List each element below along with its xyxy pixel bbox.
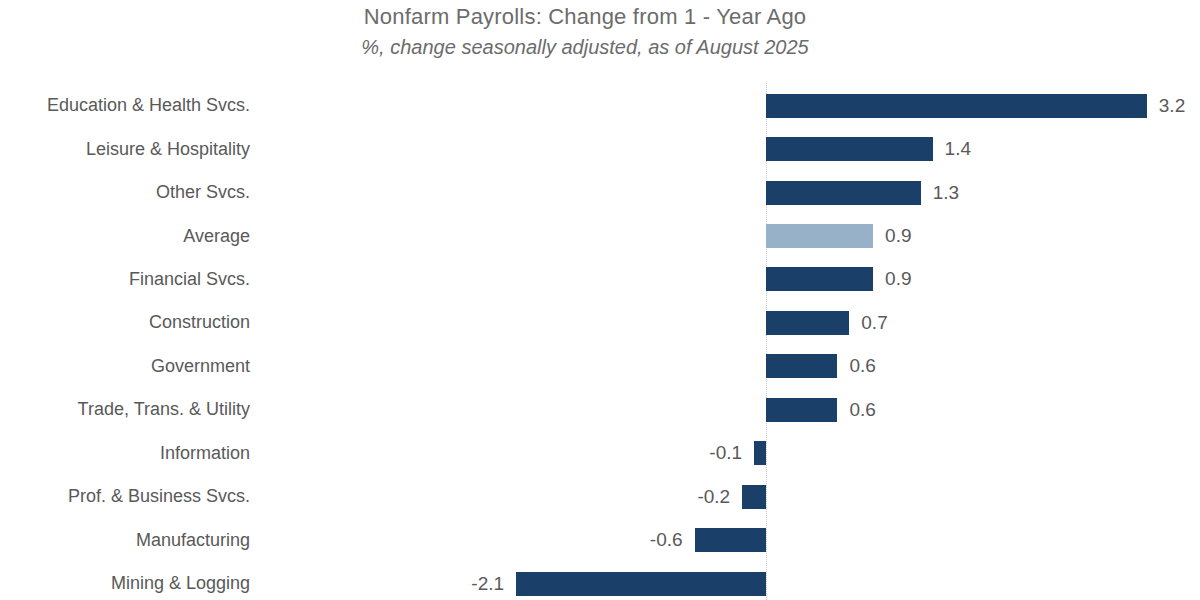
value-label: -2.1 [471, 572, 504, 594]
category-label: Leisure & Hospitality [0, 139, 258, 160]
plot-area: 1.4 [258, 127, 1200, 170]
value-label: 0.6 [849, 398, 875, 420]
bar [742, 485, 766, 509]
bar [766, 181, 921, 205]
category-label: Trade, Trans. & Utility [0, 399, 258, 420]
chart-row: Leisure & Hospitality 1.4 [0, 127, 1200, 170]
chart-row: Trade, Trans. & Utility 0.6 [0, 388, 1200, 431]
chart-header: Nonfarm Payrolls: Change from 1 - Year A… [0, 3, 1170, 60]
category-label: Average [0, 226, 258, 247]
chart-row: Construction 0.7 [0, 301, 1200, 344]
category-label: Government [0, 356, 258, 377]
value-label: -0.6 [650, 529, 683, 551]
plot-area: 0.6 [258, 388, 1200, 431]
category-label: Information [0, 443, 258, 464]
nonfarm-payrolls-chart: Nonfarm Payrolls: Change from 1 - Year A… [0, 0, 1200, 600]
value-label: 3.2 [1159, 94, 1185, 116]
bar-highlight [766, 224, 873, 248]
plot-area: 0.7 [258, 301, 1200, 344]
plot-area: 0.6 [258, 345, 1200, 388]
plot-area: -0.1 [258, 432, 1200, 475]
bar [766, 267, 873, 291]
bar [516, 572, 766, 596]
plot-area: 0.9 [258, 258, 1200, 301]
category-label: Education & Health Svcs. [0, 95, 258, 116]
chart-row: Manufacturing -0.6 [0, 518, 1200, 561]
value-label: 0.6 [849, 355, 875, 377]
plot-area: 3.2 [258, 84, 1200, 127]
plot-area: -0.6 [258, 518, 1200, 561]
bar [766, 398, 837, 422]
bar [754, 441, 766, 465]
value-label: 1.4 [945, 138, 971, 160]
category-label: Other Svcs. [0, 182, 258, 203]
chart-row: Prof. & Business Svcs. -0.2 [0, 475, 1200, 518]
value-label: 0.9 [885, 268, 911, 290]
category-label: Construction [0, 312, 258, 333]
bar [695, 528, 766, 552]
chart-row: Average 0.9 [0, 214, 1200, 257]
value-label: -0.2 [697, 485, 730, 507]
plot-area: -0.2 [258, 475, 1200, 518]
category-label: Manufacturing [0, 530, 258, 551]
chart-title: Nonfarm Payrolls: Change from 1 - Year A… [0, 3, 1170, 31]
category-label: Mining & Logging [0, 573, 258, 594]
chart-row: Information -0.1 [0, 432, 1200, 475]
chart-row: Financial Svcs. 0.9 [0, 258, 1200, 301]
bar [766, 311, 849, 335]
chart-row: Other Svcs. 1.3 [0, 171, 1200, 214]
value-label: 0.9 [885, 225, 911, 247]
value-label: 0.7 [861, 311, 887, 333]
value-label: 1.3 [933, 181, 959, 203]
chart-rows: Education & Health Svcs. 3.2 Leisure & Hos… [0, 84, 1200, 600]
plot-area: 1.3 [258, 171, 1200, 214]
category-label: Prof. & Business Svcs. [0, 486, 258, 507]
chart-row: Education & Health Svcs. 3.2 [0, 84, 1200, 127]
bar [766, 354, 837, 378]
category-label: Financial Svcs. [0, 269, 258, 290]
bar-chart: Education & Health Svcs. 3.2 Leisure & Hos… [0, 84, 1200, 600]
bar [766, 137, 933, 161]
plot-area: -2.1 [258, 562, 1200, 600]
bar [766, 94, 1147, 118]
chart-row: Mining & Logging -2.1 [0, 562, 1200, 600]
value-label: -0.1 [709, 442, 742, 464]
chart-subtitle: %, change seasonally adjusted, as of Aug… [0, 34, 1170, 60]
chart-row: Government 0.6 [0, 345, 1200, 388]
plot-area: 0.9 [258, 214, 1200, 257]
